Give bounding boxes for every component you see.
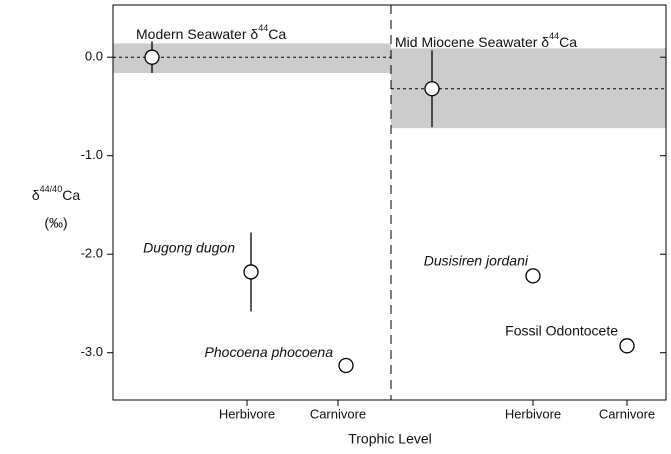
data-point <box>144 49 160 65</box>
seawater-label-after: Ca <box>559 34 577 50</box>
seawater-label-main: Mid Miocene Seawater δ <box>395 34 549 50</box>
x-axis-label: Trophic Level <box>348 431 432 447</box>
data-point <box>338 357 354 374</box>
x-tick-label: Herbivore <box>505 406 561 421</box>
y-tick-label: 0.0 <box>85 49 103 64</box>
point-label: Dusisiren jordani <box>424 253 529 269</box>
y-axis-label-after: Ca <box>62 187 80 203</box>
seawater-label-main: Modern Seawater δ <box>136 26 258 42</box>
y-axis-label-main: δ <box>32 187 40 203</box>
y-tick-label: -2.0 <box>81 246 103 261</box>
data-point <box>424 81 440 97</box>
point-label: Phocoena phocoena <box>205 344 334 360</box>
plot-frame <box>112 4 667 401</box>
x-tick-label: Carnivore <box>310 406 366 421</box>
y-tick-label: -3.0 <box>81 344 103 359</box>
data-point <box>525 268 541 284</box>
point-label: Dugong dugon <box>143 240 235 256</box>
seawater-label: Mid Miocene Seawater δ44Ca <box>395 31 577 49</box>
seawater-label-sup: 44 <box>258 23 268 33</box>
y-axis-unit: (‰) <box>44 215 67 231</box>
seawater-label-sup: 44 <box>549 31 559 41</box>
y-axis-label-sup: 44/40 <box>40 184 63 194</box>
point-label: Fossil Odontocete <box>505 323 618 339</box>
seawater-label: Modern Seawater δ44Ca <box>136 23 286 41</box>
seawater-label-after: Ca <box>268 26 286 42</box>
x-tick-label: Carnivore <box>599 406 655 421</box>
data-point <box>243 264 259 280</box>
data-point <box>619 338 635 354</box>
y-axis-label: δ44/40Ca <box>32 184 80 202</box>
x-tick-label: Herbivore <box>219 406 275 421</box>
y-tick-label: -1.0 <box>81 147 103 162</box>
